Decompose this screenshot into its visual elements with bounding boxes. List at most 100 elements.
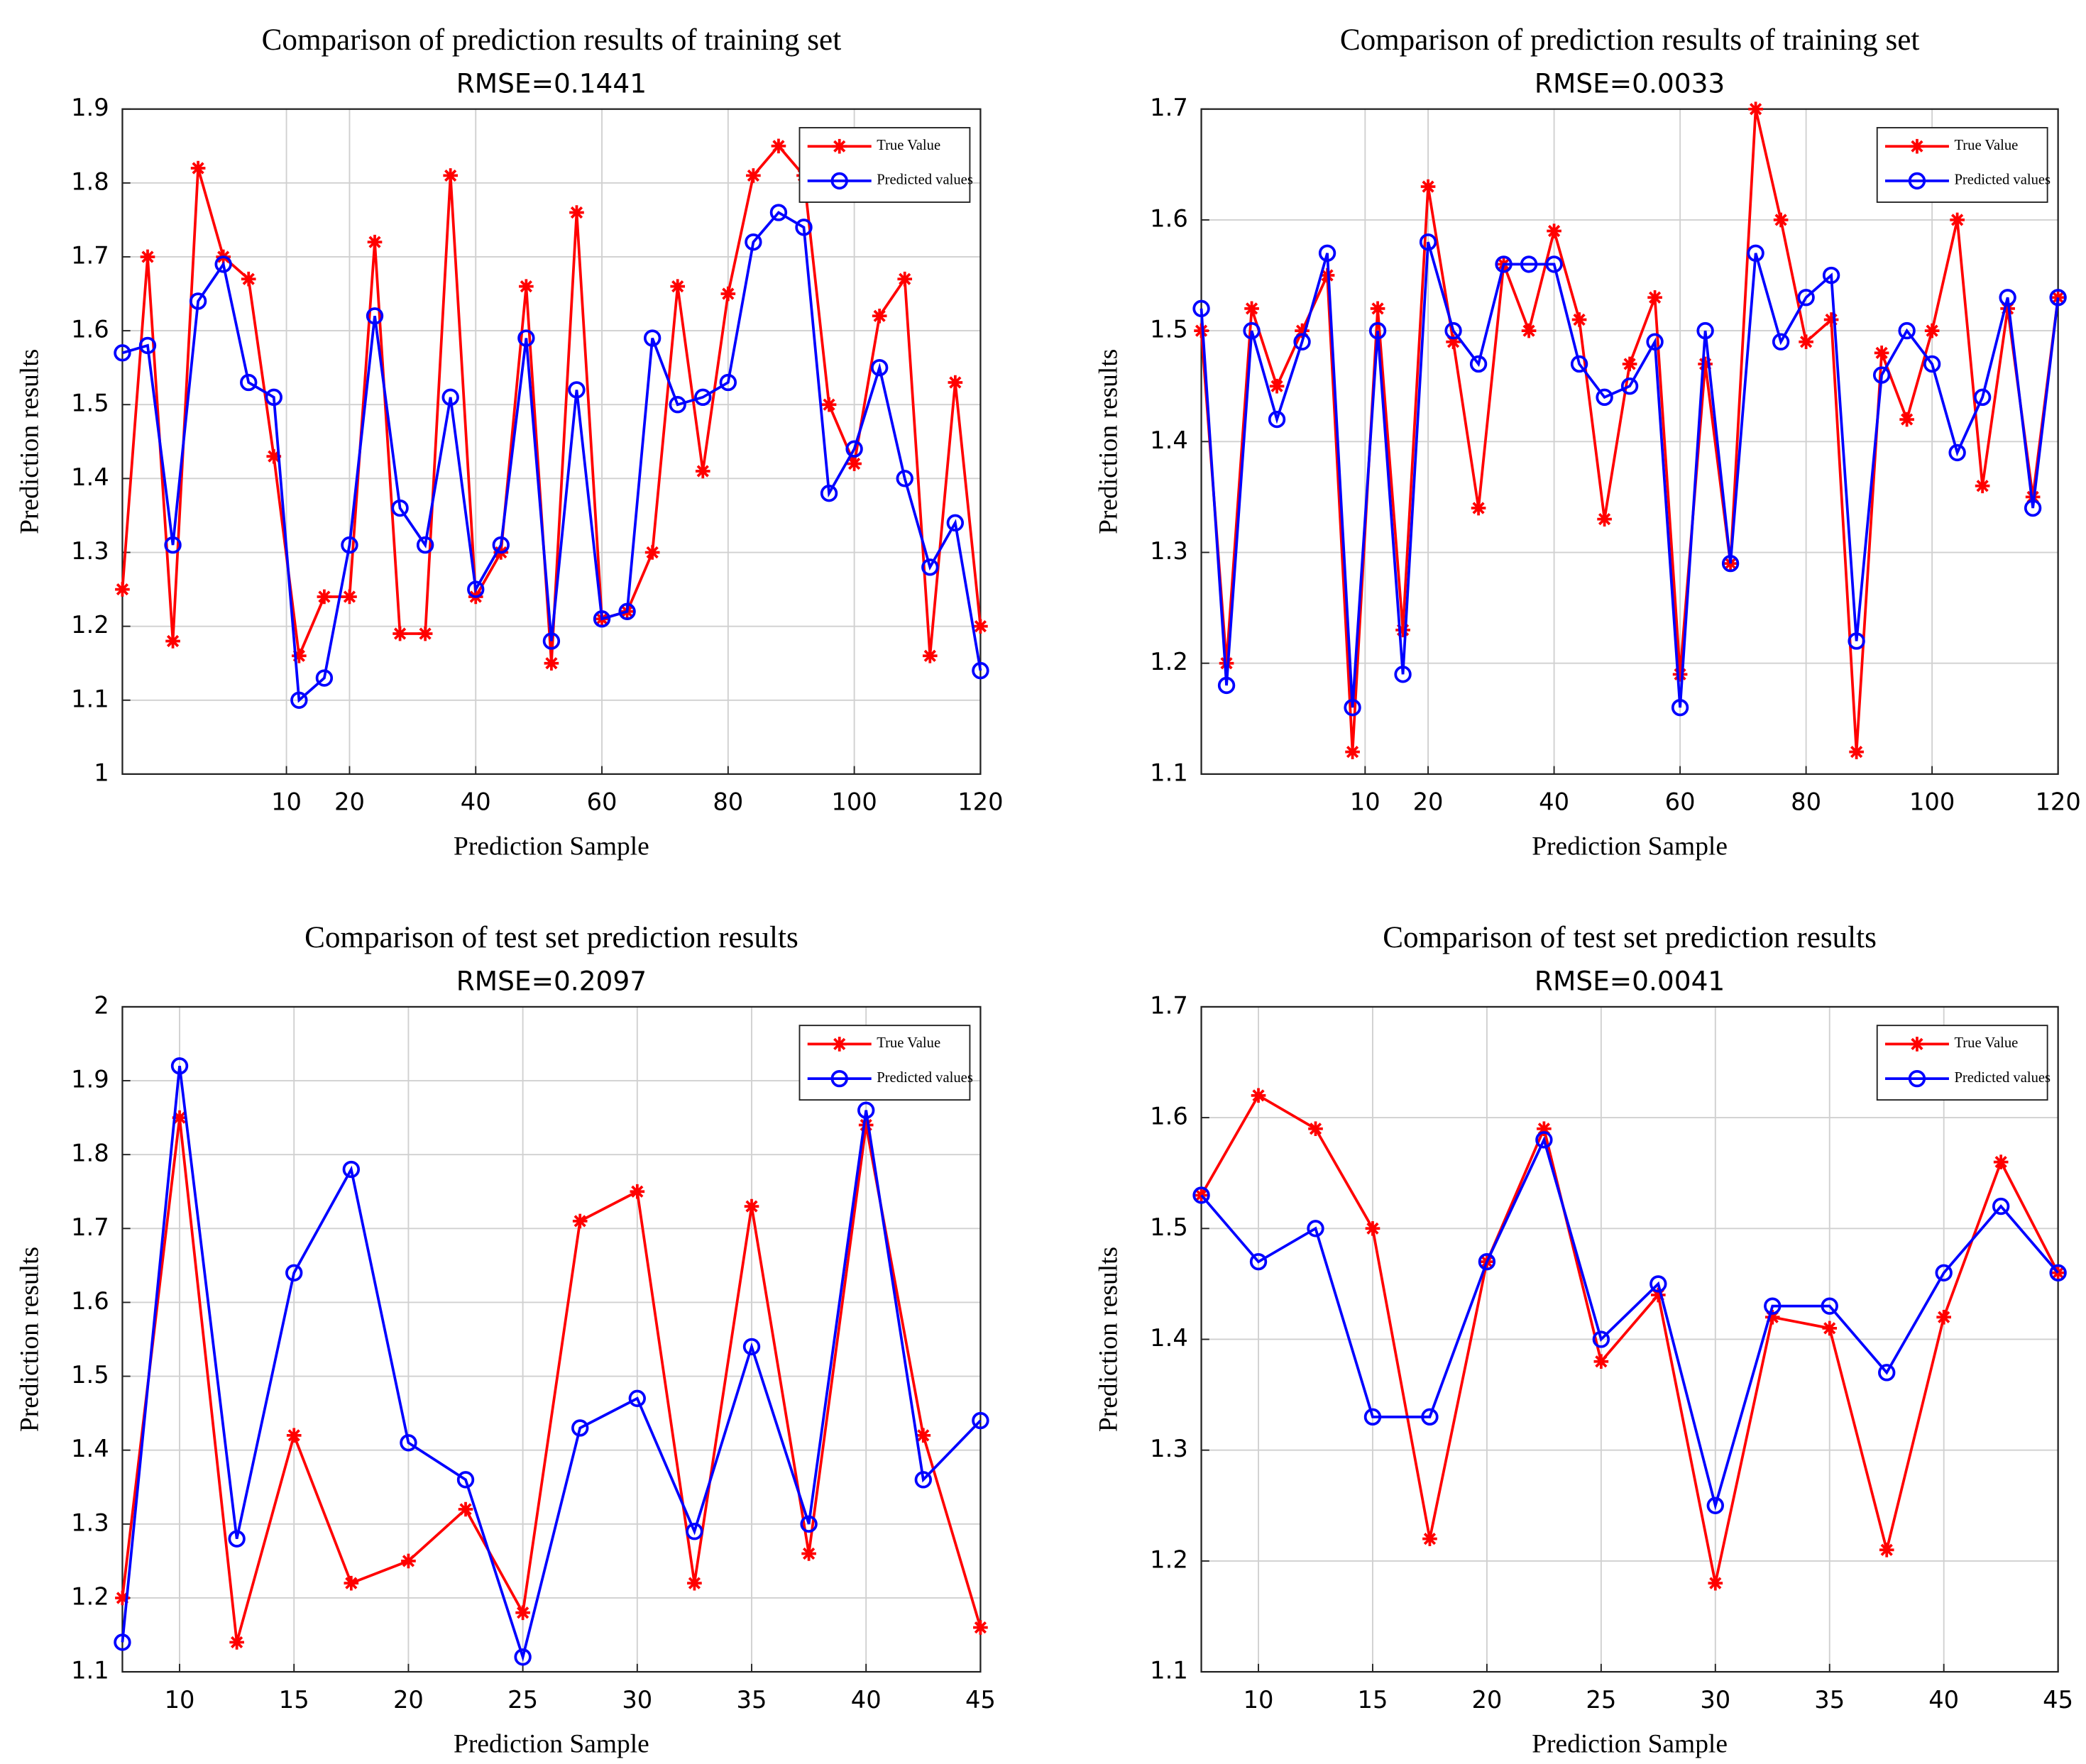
x-axis-label: Prediction Sample (1532, 1730, 1728, 1759)
x-axis-label: Prediction Sample (454, 1730, 649, 1759)
y-tick-label: 1.1 (71, 1657, 109, 1685)
star-marker (1647, 290, 1662, 305)
x-tick-label: 20 (1471, 1686, 1502, 1714)
x-axis-label: Prediction Sample (1532, 832, 1728, 861)
star-marker (948, 375, 963, 390)
legend: True Value Predicted values (798, 127, 973, 203)
y-tick-label: 1.2 (71, 611, 109, 639)
star-marker (1748, 101, 1763, 117)
legend-marker (830, 172, 848, 190)
series-line (1200, 241, 2060, 708)
circle-marker (1721, 554, 1740, 573)
x-tick-label: 10 (271, 788, 302, 816)
y-axis-label: Prediction results (1094, 349, 1124, 534)
x-tick-label: 120 (957, 788, 1003, 816)
star-marker (771, 138, 786, 154)
plot-frame (1200, 1005, 2059, 1673)
circle-marker (1495, 255, 1513, 273)
star-marker (367, 234, 383, 250)
circle-marker (1217, 676, 1236, 695)
circle-marker (1973, 388, 1992, 407)
legend-label: True Value (1954, 1035, 2018, 1051)
star-marker (1269, 378, 1285, 394)
y-tick-label: 1.3 (71, 537, 109, 565)
circle-marker (1872, 366, 1891, 384)
star-marker (973, 1620, 988, 1635)
y-tick-label: 1.6 (71, 316, 109, 343)
chart-title: Comparison of prediction results of trai… (262, 23, 842, 57)
star-marker (286, 1428, 302, 1443)
x-tick-label: 45 (2043, 1686, 2073, 1714)
y-tick-label: 1.1 (71, 685, 109, 712)
circle-marker (1293, 333, 1311, 351)
star-marker (1471, 500, 1486, 516)
circle-marker (1363, 1408, 1382, 1426)
circle-marker (366, 307, 384, 325)
circle-marker (1421, 1408, 1439, 1426)
y-tick-label: 1.4 (1150, 426, 1188, 454)
circle-marker (170, 1057, 189, 1075)
circle-marker (1948, 443, 1966, 462)
series-line (1200, 1136, 2060, 1511)
legend-marker (832, 138, 847, 154)
star-marker (687, 1575, 702, 1591)
circle-marker (800, 1515, 818, 1533)
star-marker (417, 626, 433, 641)
circle-marker (1898, 321, 1916, 340)
star-marker (821, 397, 837, 412)
x-tick-label: 25 (1586, 1686, 1616, 1714)
x-tick-label: 20 (334, 788, 365, 816)
star-marker (229, 1635, 244, 1650)
circle-marker (1192, 1186, 1210, 1204)
star-marker (670, 279, 686, 294)
star-marker (744, 1198, 759, 1214)
circle-marker (795, 219, 813, 236)
x-tick-label: 60 (587, 788, 617, 816)
star-marker (1764, 1309, 1780, 1325)
circle-marker (456, 1471, 475, 1489)
x-tick-label: 25 (507, 1686, 538, 1714)
star-marker (344, 1575, 359, 1591)
star-marker (1295, 323, 1310, 338)
circle-marker (1545, 255, 1563, 273)
star-marker (1446, 334, 1461, 350)
circle-marker (416, 536, 434, 554)
legend: True Value Predicted values (1876, 127, 2051, 203)
star-marker (115, 582, 130, 597)
circle-marker (1878, 1364, 1896, 1382)
circle-marker (467, 580, 485, 598)
legend: True Value Predicted values (798, 1025, 973, 1101)
star-marker (801, 1546, 816, 1561)
x-tick-label: 100 (831, 788, 877, 816)
circle-marker (164, 536, 182, 554)
legend-marker (832, 1037, 847, 1052)
star-marker (897, 271, 913, 287)
circle-marker (341, 536, 358, 554)
star-marker (1993, 1154, 2009, 1169)
star-marker (342, 589, 357, 605)
y-tick-label: 2 (94, 991, 109, 1019)
star-marker (115, 1590, 130, 1606)
y-tick-label: 1.8 (71, 1140, 109, 1167)
circle-marker (228, 1530, 246, 1548)
circle-marker (285, 1264, 303, 1281)
circle-marker (240, 373, 258, 392)
circle-marker (857, 1101, 875, 1119)
star-marker (1365, 1220, 1380, 1236)
x-tick-label: 100 (1909, 788, 1955, 816)
star-marker (1950, 212, 1965, 228)
circle-marker (870, 358, 889, 377)
circle-marker (114, 1633, 131, 1651)
x-tick-label: 10 (165, 1686, 195, 1714)
x-tick-label: 40 (1928, 1686, 1959, 1714)
x-tick-label: 15 (279, 1686, 309, 1714)
legend-marker (1908, 1069, 1926, 1088)
star-marker (916, 1428, 931, 1443)
x-tick-label: 80 (713, 788, 743, 816)
series-line (121, 1117, 982, 1643)
circle-marker (189, 292, 207, 310)
circle-marker (265, 388, 282, 407)
circle-marker (745, 233, 762, 251)
y-tick-label: 1.8 (71, 167, 109, 195)
star-marker (720, 286, 736, 302)
